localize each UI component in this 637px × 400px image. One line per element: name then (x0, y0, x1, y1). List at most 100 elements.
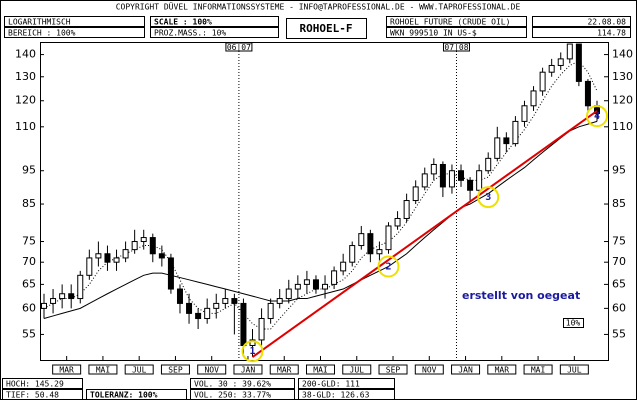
box (150, 16, 279, 27)
x-tick-box (523, 364, 553, 375)
candle-body (276, 298, 283, 304)
y-tick-label-right: 60 (612, 301, 626, 314)
plot-frame (40, 42, 609, 361)
candle-body (213, 302, 220, 309)
x-tick-label: MAI (531, 366, 546, 375)
box (298, 378, 395, 389)
y-tick-label: 85 (22, 197, 36, 210)
footer-gld38: 38-GLD: 126.63 (302, 391, 370, 400)
y-tick-label-right: 75 (612, 235, 626, 248)
x-tick-box (88, 364, 118, 375)
date: 22.08.08 (587, 18, 626, 27)
x-tick-label: JAN (458, 366, 473, 375)
candle-body (59, 293, 66, 300)
box (150, 27, 279, 38)
x-tick-label: NOV (422, 366, 437, 375)
candle-body (303, 279, 310, 285)
candle-body (176, 288, 183, 304)
copyright: COPYRIGHT DÜVEL INFORMATIONSSYSTEME - IN… (116, 2, 521, 12)
year-box (225, 42, 253, 52)
candle-body (448, 170, 455, 188)
candle-body (77, 274, 84, 300)
y-tick-label: 95 (22, 164, 36, 177)
marker-label: 2 (385, 262, 391, 273)
y-tick-label: 70 (22, 255, 36, 268)
footer-tolerance: TOLERANZ: 100% (90, 391, 158, 400)
candle-body (68, 293, 75, 300)
box (532, 16, 631, 27)
footer-low: TIEF: 50.48 (6, 391, 59, 400)
scale-note: 10% (566, 319, 581, 328)
x-tick-label: SEP (386, 366, 401, 375)
marker-label: 4 (594, 111, 600, 122)
x-tick-box (342, 364, 372, 375)
candle-body (294, 283, 301, 290)
x-tick-box (306, 364, 335, 375)
y-tick-label: 110 (15, 120, 36, 133)
x-tick-label: JUL (567, 366, 582, 375)
proz: PROZ.MASS.: 10% (154, 29, 226, 38)
candle-body (557, 58, 564, 66)
candle-body (41, 302, 47, 309)
box (4, 27, 145, 38)
marker-circle (377, 255, 400, 278)
trendline (251, 110, 598, 358)
x-tick-box (378, 364, 408, 375)
candle-body (530, 90, 537, 107)
candle-body (231, 298, 238, 304)
x-tick-box (124, 364, 154, 375)
candle-body (195, 312, 202, 320)
marker-circle (241, 340, 264, 363)
y-tick-label-right: 70 (612, 255, 626, 268)
year-box (442, 42, 470, 52)
footer-high: HOCH: 145.29 (6, 380, 64, 389)
candle-body (258, 318, 265, 341)
candle-body (485, 157, 492, 172)
box (2, 378, 83, 389)
x-tick-label: JAN (241, 366, 256, 375)
scale: SCALE : 100% (154, 18, 212, 27)
footer-gld200: 200-GLD: 111 (302, 380, 360, 389)
y-tick-label-right: 120 (612, 94, 633, 107)
candle-body (331, 270, 338, 285)
y-tick-label: 75 (22, 235, 36, 248)
y-tick-label-right: 55 (612, 327, 626, 340)
x-tick-box (451, 364, 481, 375)
candle-body (403, 200, 410, 219)
x-tick-box (52, 364, 82, 375)
x-tick-label: MAR (495, 366, 510, 375)
y-tick-label: 60 (22, 301, 36, 314)
box (386, 27, 527, 38)
x-tick-box (269, 364, 299, 375)
candle-body (50, 298, 57, 304)
candle-body (566, 43, 573, 60)
box (190, 378, 295, 389)
candle-body (140, 237, 147, 243)
y-tick-label-right: 65 (612, 277, 626, 290)
candle-body (439, 163, 446, 188)
y-tick-label: 65 (22, 277, 36, 290)
y-tick-label-right: 110 (612, 120, 633, 133)
marker-circle (586, 105, 608, 128)
candle-body (421, 173, 428, 188)
annotation: erstellt von oegeat (462, 289, 580, 302)
candle-body (521, 105, 528, 122)
y-tick-label: 55 (22, 327, 36, 340)
candle-body (158, 253, 165, 259)
candle-body (113, 257, 120, 263)
candle-body (458, 170, 465, 181)
box (563, 318, 584, 328)
candle-body (240, 302, 247, 347)
candle-body (249, 339, 256, 347)
candle-body (322, 283, 329, 290)
footer-vol250: VOL. 250: 33.77% (194, 391, 271, 400)
candle-body (394, 217, 401, 227)
y-tick-label-right: 95 (612, 164, 626, 177)
candle-body (149, 237, 156, 255)
x-tick-label: MAR (59, 366, 74, 375)
candle-body (186, 302, 193, 314)
candle-body (340, 261, 347, 272)
chart-title: ROHOEL-F (300, 22, 353, 35)
box (386, 16, 527, 27)
